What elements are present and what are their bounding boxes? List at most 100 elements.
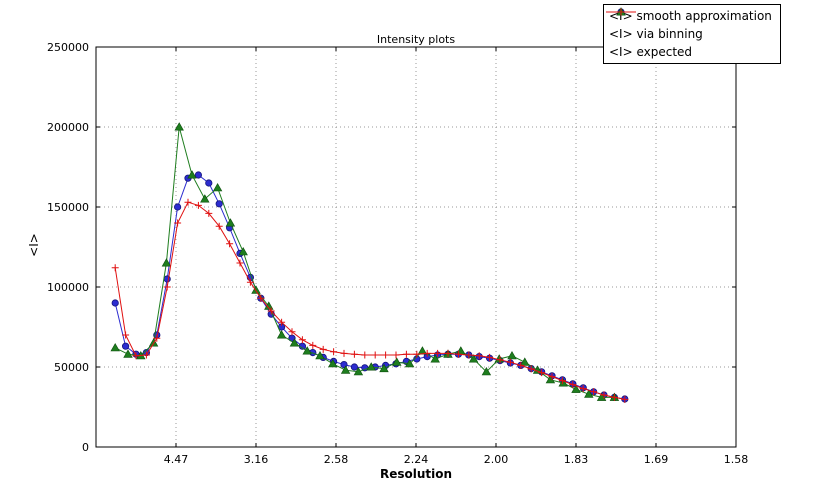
triangle-marker	[481, 366, 492, 376]
triangle-marker	[187, 170, 197, 179]
plus-marker	[205, 209, 213, 217]
plus-marker	[538, 369, 546, 377]
legend-label: <I> expected	[609, 45, 693, 59]
triangle-marker	[161, 258, 172, 267]
plus-marker	[278, 318, 286, 326]
y-tick-label: 0	[82, 441, 89, 454]
series-line	[114, 201, 625, 400]
plus-marker	[215, 222, 223, 230]
plus-marker	[527, 365, 535, 373]
triangle-marker	[328, 358, 338, 368]
triangle-marker	[571, 384, 581, 393]
y-tick-label: 100000	[47, 281, 89, 294]
triangle-marker	[392, 357, 402, 366]
plus-marker	[610, 393, 618, 401]
circle-marker	[163, 275, 171, 283]
x-tick-label: 1.69	[644, 453, 669, 466]
plus-marker	[434, 349, 442, 357]
triangle-marker	[289, 338, 300, 347]
triangle-marker	[404, 358, 415, 368]
plus-marker	[506, 358, 514, 366]
circle-marker	[215, 200, 223, 208]
triangle-marker	[225, 218, 236, 227]
plus-marker	[246, 278, 254, 286]
plus-marker	[402, 350, 410, 358]
plus-marker	[558, 377, 566, 385]
x-axis-label: Resolution	[379, 467, 453, 481]
plus-marker	[111, 264, 119, 272]
plus-marker	[174, 219, 182, 227]
plus-marker	[579, 385, 587, 393]
triangle-marker	[302, 346, 312, 355]
plus-marker	[454, 350, 462, 358]
circle-marker	[194, 171, 202, 179]
circle-marker	[205, 179, 213, 187]
x-tick-label: 4.47	[164, 453, 189, 466]
plus-marker	[163, 283, 171, 291]
plus-marker	[330, 348, 338, 356]
plus-marker	[569, 381, 577, 389]
plus-marker	[142, 351, 150, 359]
legend-plus-marker-icon	[606, 8, 636, 16]
series-2	[111, 198, 629, 403]
plot-border	[95, 46, 737, 448]
plus-marker	[288, 328, 296, 336]
plus-marker	[267, 307, 275, 315]
y-tick-label: 50000	[54, 361, 89, 374]
plus-marker	[122, 331, 130, 339]
triangle-marker	[430, 354, 440, 363]
plus-marker	[350, 350, 358, 358]
plus-marker	[132, 352, 140, 360]
x-tick-label: 1.58	[724, 453, 749, 466]
plus-marker	[382, 351, 390, 359]
legend-item: <I> expected	[606, 8, 772, 61]
plus-marker	[413, 350, 421, 358]
circle-marker	[122, 342, 130, 350]
plus-marker	[548, 373, 556, 381]
plus-marker	[600, 391, 608, 399]
legend: <I> smooth approximation <I> via binning <…	[603, 4, 781, 64]
triangle-marker	[558, 378, 568, 387]
plus-marker	[226, 240, 234, 248]
triangle-marker	[507, 350, 517, 360]
triangle-marker	[456, 346, 466, 355]
triangle-marker	[238, 246, 248, 256]
plus-marker	[475, 352, 483, 360]
y-axis-label: <I>	[26, 233, 41, 257]
plus-marker	[298, 336, 306, 344]
series-1	[110, 122, 620, 401]
plus-marker	[194, 201, 202, 209]
triangle-marker	[123, 349, 133, 358]
triangle-marker	[353, 366, 364, 376]
plus-marker	[517, 361, 525, 369]
x-tick-label: 3.16	[244, 453, 269, 466]
triangle-marker	[366, 362, 376, 371]
y-tick-label: 150000	[47, 201, 89, 214]
plus-marker	[153, 334, 161, 342]
x-tick-label: 1.83	[564, 453, 589, 466]
plus-marker	[257, 294, 265, 302]
legend-item: <I> via binning	[606, 7, 772, 43]
plus-marker	[236, 259, 244, 267]
triangle-marker	[584, 389, 594, 398]
legend-label: <I> smooth approximation	[609, 9, 772, 23]
plus-marker	[496, 356, 504, 364]
chart-title: Intensity plots	[376, 33, 456, 46]
plus-marker	[371, 351, 379, 359]
triangle-marker	[315, 350, 325, 360]
plus-marker	[621, 395, 629, 403]
plus-marker	[486, 353, 494, 361]
plus-marker	[617, 8, 625, 16]
plus-marker	[361, 351, 369, 359]
plus-marker	[319, 345, 327, 353]
plus-marker	[590, 388, 598, 396]
y-tick-label: 250000	[47, 41, 89, 54]
triangle-marker	[379, 363, 389, 373]
plus-marker	[465, 351, 473, 359]
x-tick-label: 2.58	[324, 453, 349, 466]
y-tick-label: 200000	[47, 121, 89, 134]
plus-marker	[184, 198, 192, 206]
triangle-marker	[276, 330, 287, 339]
